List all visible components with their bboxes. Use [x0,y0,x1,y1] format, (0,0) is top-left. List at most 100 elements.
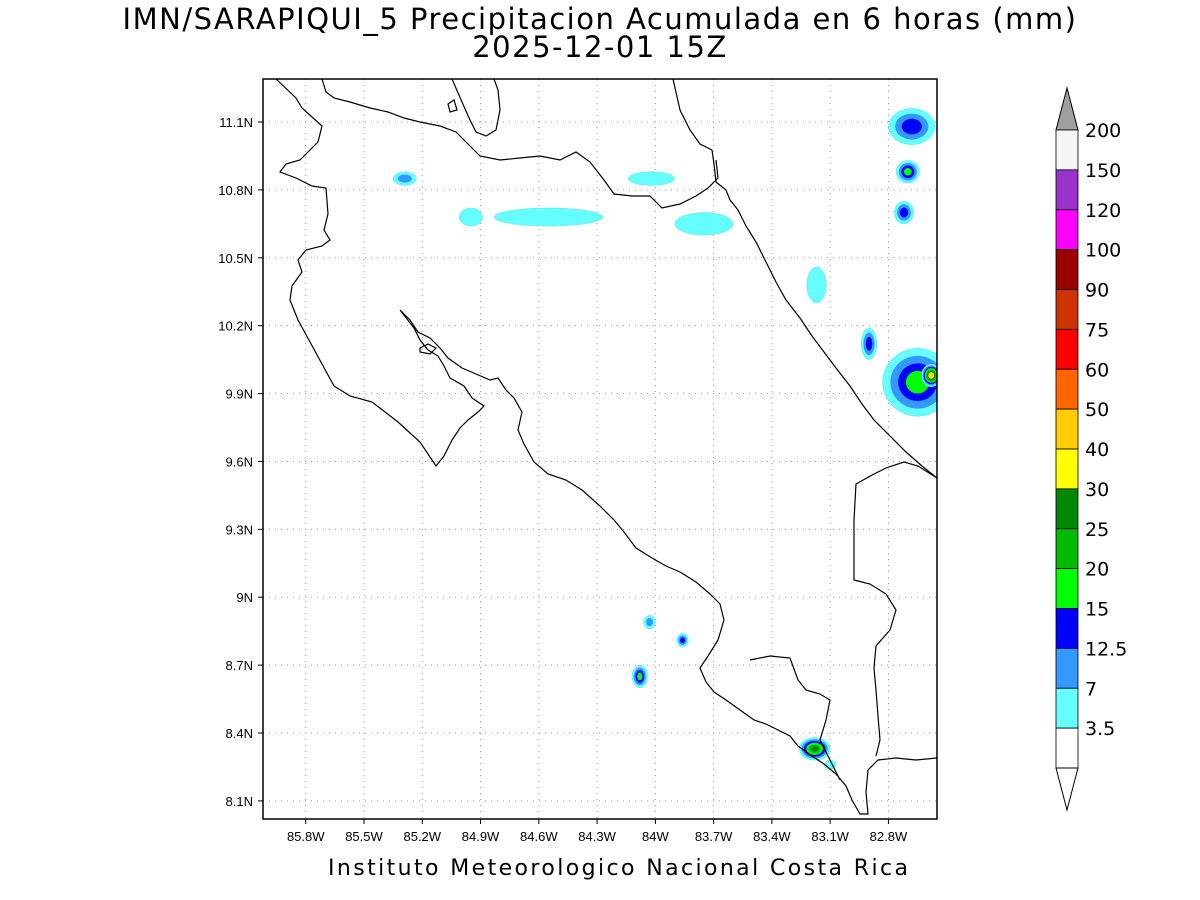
grid [263,79,937,819]
precip-cell [882,348,937,417]
x-tick-label: 85.2W [403,829,441,844]
colorbar-swatch [1055,129,1079,171]
precip-contour [397,174,412,183]
colorbar-label: 120 [1085,200,1121,222]
x-tick-label: 85.5W [345,829,383,844]
precip-contour [458,207,483,227]
y-tick-label: 9.3N [226,522,253,537]
colorbar-label: 100 [1085,240,1121,262]
y-tick-label: 9.6N [226,454,253,469]
nicaragua-coast [451,79,501,137]
precip-cell [798,737,831,761]
y-tick-label: 9.9N [226,387,253,402]
colorbar-label: 15 [1085,599,1109,621]
colorbar-swatch [1055,328,1079,370]
precipitation-field [392,108,937,770]
x-tick-label: 84W [642,829,669,844]
colorbar-label: 90 [1085,280,1109,302]
x-tick-label: 84.9W [462,829,500,844]
colorbar-swatch [1055,568,1079,609]
lake-island [419,343,438,355]
colorbar-swatch [1055,727,1079,769]
precip-contour [901,118,922,135]
precip-cell [888,108,936,145]
colorbar-label: 20 [1085,559,1109,581]
y-tick-label: 8.7N [226,658,253,673]
precip-cell [921,363,937,388]
x-tick-label: 85.8W [287,829,325,844]
precip-cell [676,633,689,648]
y-tick-label: 10.2N [218,319,253,334]
colorbar-swatch [1055,488,1079,530]
x-tick-label: 83.4W [753,829,791,844]
x-tick-label: 82.8W [870,829,908,844]
colorbar-swatch [1055,289,1079,330]
precip-cell [860,327,878,360]
colorbar-swatch [1055,647,1079,689]
colorbar-label: 30 [1085,479,1109,501]
precip-contour [903,168,912,176]
colorbar-top-arrow [1055,86,1079,131]
precip-contour [811,746,819,752]
colorbar-label: 40 [1085,439,1109,461]
footer-credit: Instituto Meteorologico Nacional Costa R… [328,856,911,881]
precip-contour [646,618,654,627]
colorbar-bottom-arrow [1055,767,1079,812]
x-tick-label: 83.7W [695,829,733,844]
axes: 85.8W 85.5W 85.2W 84.9W 84.6W 84.3W 84W 83.7W 83… [218,115,908,844]
colorbar: 200 150 120 100 90 75 60 50 40 30 25 20 15 12.5 7 3.5 [1055,86,1127,812]
colorbar-label: 200 [1085,120,1121,142]
x-tick-label: 83.1W [811,829,849,844]
coastline-caribbean [672,79,937,479]
colorbar-swatch [1055,528,1079,570]
border-panama-south [749,655,841,781]
precip-cell [643,615,656,630]
colorbar-label: 7 [1085,678,1097,700]
x-tick-label: 84.3W [578,829,616,844]
border-nicaragua [321,79,719,209]
precip-contour [637,672,643,681]
y-tick-label: 10.8N [218,183,253,198]
coastline-pacific [275,79,937,815]
precip-contour [627,171,676,186]
precip-cell [458,207,483,227]
coastline [275,79,937,815]
colorbar-swatch [1055,368,1079,410]
y-tick-label: 11.1N [219,115,253,130]
precip-cell [627,171,676,186]
precip-cell [392,171,417,186]
y-tick-label: 9N [236,590,253,605]
colorbar-swatch [1055,608,1079,649]
chart-subtitle: 2025-12-01 15Z [472,30,728,64]
precip-contour [865,336,873,351]
border-panama [853,461,937,757]
colorbar-label: 75 [1085,319,1109,341]
colorbar-swatch [1055,209,1079,251]
precip-cell [894,200,914,225]
colorbar-swatch [1055,408,1079,450]
precip-contour [899,207,909,218]
y-tick-label: 10.5N [218,251,253,266]
y-tick-label: 8.1N [226,794,253,809]
precip-contour [493,207,604,227]
precip-cell [895,160,920,184]
y-tick-label: 8.4N [226,726,253,741]
precip-contour [674,212,734,236]
colorbar-swatch [1055,448,1079,490]
precip-contour [680,637,686,644]
colorbar-label: 50 [1085,399,1109,421]
precip-contour [929,373,933,378]
precip-contour [806,266,827,304]
precip-cell [806,266,827,304]
plot-frame [262,78,938,820]
x-tick-label: 84.6W [520,829,558,844]
colorbar-label: 3.5 [1085,718,1115,740]
colorbar-swatch [1055,687,1079,729]
chart-title: IMN/SARAPIQUI_5 Precipitacion Acumulada … [122,2,1078,36]
colorbar-swatch [1055,169,1079,211]
colorbar-label: 150 [1085,160,1121,182]
precip-cell [493,207,604,227]
colorbar-label: 60 [1085,359,1109,381]
colorbar-label: 25 [1085,519,1109,541]
